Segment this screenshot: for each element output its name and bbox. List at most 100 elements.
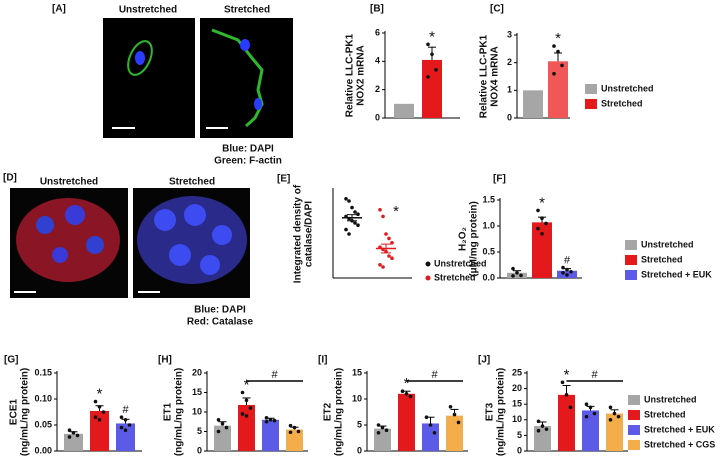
data-point	[216, 418, 221, 422]
legend-label: Stretched	[434, 272, 476, 282]
data-point	[390, 256, 394, 261]
bar	[374, 428, 391, 451]
data-point	[123, 418, 128, 422]
y-tick-label: 0.15	[34, 367, 52, 377]
legend-swatch	[625, 270, 637, 280]
y-tick-label: 10	[512, 414, 522, 424]
image-title: Stretched	[224, 5, 270, 16]
data-point	[584, 414, 589, 419]
legend-label: Unstretched	[641, 239, 694, 249]
data-point	[240, 412, 245, 416]
data-point	[430, 52, 434, 57]
y-tick-label: 4	[375, 56, 380, 66]
nucleus	[86, 236, 104, 254]
y-tick-label: 5	[357, 419, 362, 429]
data-point	[67, 428, 72, 433]
data-point	[376, 423, 381, 427]
panel-label: [H]	[158, 355, 172, 366]
panel-label: [B]	[370, 4, 384, 15]
nucleus	[254, 98, 262, 110]
data-point	[536, 208, 540, 213]
legend-label: Unstretched	[644, 394, 697, 404]
data-point	[426, 42, 430, 47]
panel-label: [A]	[52, 4, 66, 15]
data-point	[426, 75, 430, 79]
legend-swatch	[628, 425, 640, 435]
data-point	[540, 232, 544, 236]
data-point	[101, 410, 106, 414]
data-point	[511, 274, 515, 278]
y-tick-label: 2	[375, 84, 380, 94]
data-point	[119, 425, 124, 430]
bar	[558, 394, 575, 451]
data-point	[390, 241, 394, 245]
data-point	[568, 405, 573, 410]
y-tick-label: 0.5	[482, 246, 495, 256]
data-point	[612, 411, 617, 416]
data-point	[432, 431, 437, 435]
data-point	[264, 416, 269, 420]
data-point	[127, 423, 132, 427]
y-axis-label: catalase/DAPI	[304, 201, 315, 267]
data-point	[123, 428, 128, 433]
significance: #	[564, 255, 571, 267]
caption: Red: Catalase	[187, 317, 254, 328]
micrograph	[103, 18, 195, 138]
y-axis-label: (ng/mL/ng protein)	[20, 368, 31, 456]
bar	[548, 61, 568, 118]
nucleus	[52, 247, 68, 263]
legend-label: Stretched + CGS	[644, 439, 715, 449]
caption: Blue: DAPI	[194, 305, 246, 316]
data-point	[456, 420, 461, 425]
bar	[398, 393, 415, 451]
data-point	[220, 421, 225, 426]
data-point	[511, 266, 515, 271]
significance: *	[429, 28, 435, 45]
legend-marker	[425, 261, 431, 267]
image-title: Unstretched	[40, 177, 98, 188]
y-tick-label: 0	[197, 445, 202, 455]
data-point	[356, 212, 360, 216]
y-axis-label: (μM/mg protein)	[469, 201, 480, 277]
y-axis-label: H₂O₂	[458, 227, 469, 251]
data-point	[448, 405, 453, 409]
y-tick-label: 20	[192, 367, 202, 377]
data-point	[434, 68, 438, 72]
y-axis-label: ECE1	[9, 399, 20, 426]
data-point	[592, 411, 597, 416]
data-point	[616, 414, 621, 419]
panel-label: [F]	[493, 174, 506, 185]
caption: Blue: DAPI	[222, 144, 274, 155]
data-point	[93, 399, 98, 404]
significance: *	[564, 366, 570, 383]
bar	[532, 222, 552, 278]
legend-swatch	[625, 240, 637, 250]
y-axis-label: Relative LLC-PK1	[479, 34, 490, 118]
data-point	[400, 389, 405, 394]
y-tick-label: 20	[512, 383, 522, 393]
data-point	[556, 49, 560, 54]
y-axis-label: (ng/mL/ng protein)	[496, 368, 507, 456]
data-point	[536, 428, 541, 433]
data-point	[408, 394, 413, 399]
data-point	[552, 44, 556, 48]
data-point	[404, 392, 409, 396]
panel-label: [J]	[478, 355, 490, 366]
data-point	[350, 205, 354, 210]
bar	[286, 429, 303, 451]
data-point	[536, 419, 541, 424]
bracket-label: #	[271, 369, 278, 381]
y-axis-label: ET2	[323, 402, 334, 421]
y-tick-label: 6	[375, 27, 380, 37]
nucleus	[154, 209, 176, 231]
data-point	[119, 415, 124, 420]
panel-a-images: [A] Unstretched Stretched Blue: DAPI Gre…	[52, 4, 293, 167]
data-point	[378, 208, 382, 212]
data-point	[288, 430, 293, 435]
y-tick-label: 2	[507, 57, 512, 67]
y-tick-label: 10	[352, 393, 362, 403]
data-point	[540, 216, 544, 220]
data-point	[224, 425, 229, 430]
data-point	[387, 236, 391, 241]
bar	[582, 410, 599, 451]
